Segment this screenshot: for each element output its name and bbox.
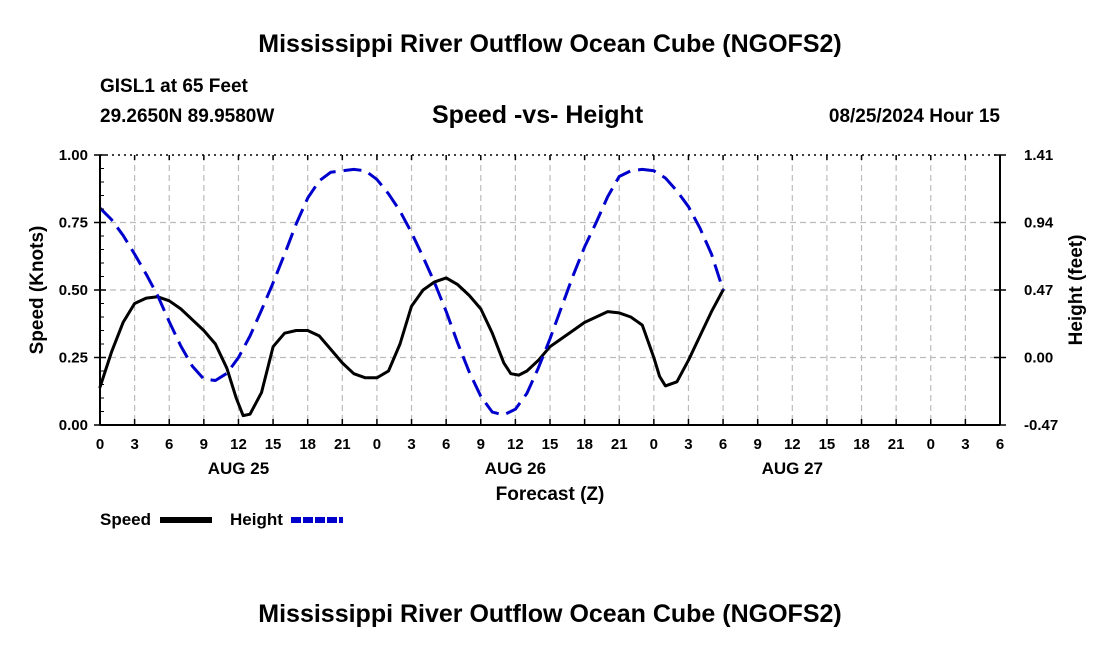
x-tick-label: 12 [230, 436, 247, 453]
date-label: AUG 27 [762, 459, 823, 478]
series-layer [98, 167, 725, 418]
x-tick-label: 12 [507, 436, 524, 453]
series-line-speed [98, 276, 725, 418]
x-tick-label: 6 [719, 436, 727, 453]
left-y-axis-title: Speed (Knots) [27, 226, 48, 355]
x-tick-label: 12 [784, 436, 801, 453]
x-tick-label: 9 [754, 436, 762, 453]
series-line-height [98, 167, 725, 417]
x-tick-label: 3 [407, 436, 415, 453]
legend-height-label: Height [230, 510, 283, 529]
right-y-tick-label: -0.47 [1024, 417, 1058, 434]
x-tick-label: 6 [165, 436, 173, 453]
left-y-tick-label: 0.25 [59, 350, 88, 367]
x-tick-label: 9 [200, 436, 208, 453]
x-tick-label: 3 [961, 436, 969, 453]
x-tick-label: 21 [888, 436, 905, 453]
x-tick-label: 6 [996, 436, 1004, 453]
datetime-label: 08/25/2024 Hour 15 [828, 106, 1000, 127]
x-tick-label: 6 [442, 436, 450, 453]
left-y-tick-label: 0.50 [59, 282, 88, 299]
date-label: AUG 25 [208, 459, 269, 478]
right-y-tick-label: 0.47 [1024, 282, 1053, 299]
x-axis-title: Forecast (Z) [496, 484, 605, 505]
x-tick-label: 15 [819, 436, 836, 453]
right-y-tick-label: 0.94 [1024, 215, 1054, 232]
x-tick-label: 0 [96, 436, 104, 453]
x-tick-label: 9 [477, 436, 485, 453]
x-tick-label: 18 [299, 436, 316, 453]
right-y-tick-label: 1.41 [1024, 147, 1053, 164]
x-tick-label: 18 [576, 436, 593, 453]
coordinates-label: 29.2650N 89.9580W [100, 106, 275, 127]
legend-speed-label: Speed [100, 510, 151, 529]
x-tick-label: 15 [542, 436, 559, 453]
chart-main-title: Mississippi River Outflow Ocean Cube (NG… [258, 30, 842, 58]
x-tick-label: 0 [373, 436, 381, 453]
left-y-tick-label: 0.75 [59, 215, 88, 232]
right-y-tick-label: 0.00 [1024, 350, 1053, 367]
tick-layer [94, 154, 1006, 426]
station-label: GISL1 at 65 Feet [100, 76, 248, 97]
left-y-tick-label: 1.00 [59, 147, 88, 164]
x-tick-label: 18 [853, 436, 870, 453]
date-label: AUG 26 [485, 459, 546, 478]
x-tick-label: 3 [684, 436, 692, 453]
grid-layer [100, 154, 1000, 425]
chart-subtitle: Speed -vs- Height [432, 101, 644, 129]
x-tick-label: 21 [611, 436, 628, 453]
label-layer: 0 3 6 9 12 15 18 21 0 3 6 9 12 15 18 21 0 3 6 9 12 15 18 21 0 3 6 A… [27, 147, 1087, 529]
x-tick-label: 0 [927, 436, 935, 453]
x-tick-label: 21 [334, 436, 351, 453]
left-y-tick-label: 0.00 [59, 417, 88, 434]
x-tick-label: 0 [650, 436, 658, 453]
x-tick-label: 15 [265, 436, 282, 453]
x-tick-label: 3 [130, 436, 138, 453]
right-y-axis-title: Height (feet) [1066, 235, 1087, 346]
chart-footer-title: Mississippi River Outflow Ocean Cube (NG… [258, 600, 842, 628]
